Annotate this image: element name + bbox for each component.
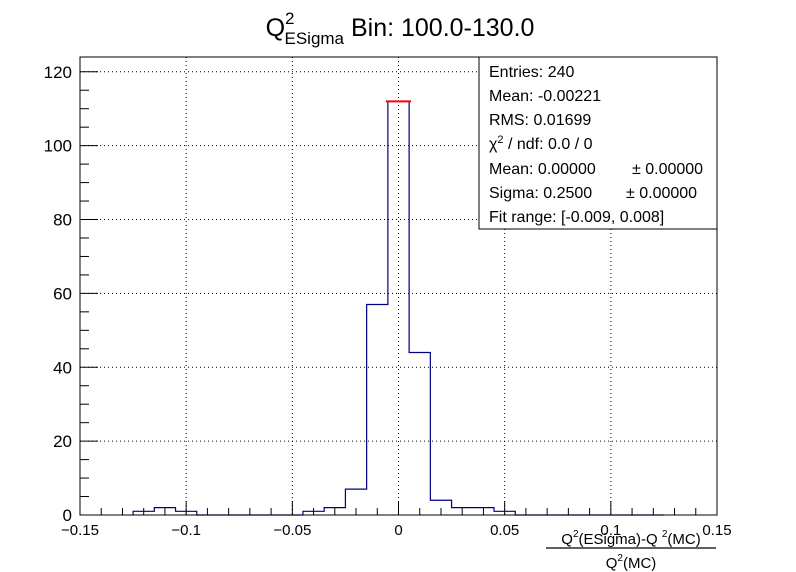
title-sup: 2 — [285, 9, 294, 28]
x-tick-label: −0.1 — [171, 522, 201, 539]
stats-fit-range: Fit range: [-0.009, 0.008] — [489, 209, 664, 226]
stats-fit-sigma: Sigma: 0.2500 ± 0.00000 — [489, 185, 697, 202]
title-q: Q — [266, 14, 285, 42]
x-tick-label: −0.05 — [273, 522, 311, 539]
x-tick-label: 0.1 — [600, 522, 621, 539]
histogram-bin — [388, 101, 409, 515]
stats-fit-mean: Mean: 0.00000 ± 0.00000 — [489, 161, 703, 178]
x-tick-label: 0.15 — [702, 522, 731, 539]
y-axis-ticks: 0 20 40 60 80 100 120 — [44, 63, 98, 525]
stats-mean: Mean: -0.00221 — [489, 88, 601, 105]
histogram-bin — [367, 304, 388, 515]
stats-box: Entries: 240 Mean: -0.00221 RMS: 0.01699… — [478, 56, 718, 230]
stats-entries: Entries: 240 — [489, 64, 575, 81]
x-label-numerator: Q2(ESigma)-Q 2(MC) — [561, 529, 700, 548]
y-tick-label: 40 — [53, 358, 72, 377]
x-tick-label: −0.15 — [61, 522, 99, 539]
x-tick-label: 0.05 — [490, 522, 519, 539]
stats-chi2: χ2 / ndf: 0.0 / 0 — [489, 134, 593, 153]
title-rest: Bin: 100.0-130.0 — [344, 14, 534, 42]
stats-box-frame — [478, 56, 718, 230]
y-tick-label: 80 — [53, 211, 72, 230]
y-tick-label: 0 — [63, 506, 72, 525]
y-tick-label: 120 — [44, 63, 72, 82]
y-tick-label: 100 — [44, 137, 72, 156]
y-tick-label: 20 — [53, 432, 72, 451]
x-axis-ticks: −0.15 −0.1 −0.05 0 0.05 0.1 0.15 — [61, 501, 732, 539]
y-tick-label: 60 — [53, 284, 72, 303]
x-axis-label: Q2(ESigma)-Q 2(MC) Q2(MC) — [546, 529, 716, 572]
x-label-denominator: Q2(MC) — [606, 553, 657, 572]
stats-rms: RMS: 0.01699 — [489, 112, 591, 129]
histogram-bin — [409, 352, 430, 515]
chart-title: Q2 ESigma Bin: 100.0-130.0 — [266, 9, 535, 48]
x-tick-label: 0 — [394, 522, 402, 539]
title-sub: ESigma — [284, 29, 344, 48]
